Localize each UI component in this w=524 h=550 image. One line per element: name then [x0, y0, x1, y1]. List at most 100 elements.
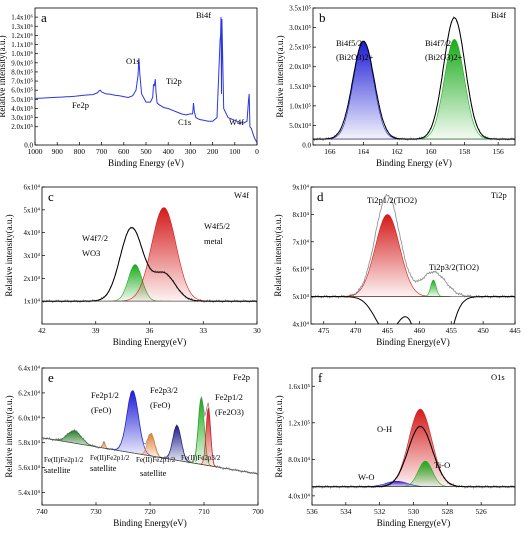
envelope-curve [312, 426, 515, 488]
x-tick-label: 1000 [28, 147, 43, 156]
y-tick-label: 5.4x10⁴ [18, 489, 40, 497]
y-tick-label: 1.0x10⁶ [11, 50, 33, 58]
y-tick-label: 8.0x10⁴ [288, 456, 310, 464]
x-tick-label: 730 [90, 507, 102, 516]
annotation: Fe(II)Fe2p1/2 [136, 456, 176, 464]
y-tick-label: 4.0x10⁴ [288, 492, 310, 500]
x-tick-label: 455 [446, 326, 458, 335]
x-tick-label: 162 [392, 147, 404, 156]
x-tick-label: 0 [255, 147, 259, 156]
panel-b: b 166 164 162 160 158 156 0.0 5.0x10⁴ 1.0x10⁵ 1.5x… [275, 5, 516, 168]
annotation: O-H [377, 424, 392, 434]
y-tick-label: 1x10⁴ [24, 298, 41, 306]
annotation: W-O [358, 472, 375, 482]
y-axis-label: Relative intensity(a.u.) [273, 214, 283, 296]
x-axis-label: Binding Energy (eV) [108, 158, 184, 168]
panel-f: f 536 534 532 530 528 526 4.0x10⁴ 8.0x10⁴ 1.2x10⁵… [274, 367, 516, 528]
panel-letter: e [48, 370, 54, 385]
annotation: Bi4f [196, 10, 211, 20]
y-tick-label: 7x10⁴ [293, 238, 310, 246]
annotation: Fe2p3/2 [150, 385, 178, 395]
y-tick-label: 6.4x10⁴ [18, 365, 40, 373]
annotation: O1s [126, 56, 140, 66]
y-tick-label: 5.0x10⁵ [11, 96, 33, 104]
x-tick-label: 740 [36, 507, 48, 516]
annotation: C1s [178, 117, 191, 127]
x-tick-label: 534 [340, 507, 352, 516]
y-tick-label: 0.0 [24, 142, 33, 150]
x-axis-label: Binding Energy(eV) [377, 518, 451, 528]
x-tick-label: 460 [414, 326, 426, 335]
annotation: W4f [229, 117, 244, 127]
x-tick-label: 166 [324, 147, 336, 156]
x-tick-label: 900 [52, 147, 64, 156]
annotation: Ti2p [166, 76, 182, 86]
x-tick-label: 528 [442, 507, 454, 516]
x-tick-label: 158 [459, 147, 471, 156]
annotation: Fe2p [72, 100, 89, 110]
annotation: Ti2p3/2(TiO2) [429, 262, 479, 272]
panel-d: d 475 470 465 460 455 450 445 4x10⁴ 5x10⁴ 6x10⁴ 7x1… [273, 184, 521, 348]
y-tick-label: 4x10⁴ [24, 229, 41, 237]
y-tick-label: 2.5x10⁵ [289, 44, 311, 52]
x-axis-label: Binding Energy(eV) [113, 518, 187, 528]
x-tick-label: 36 [146, 326, 154, 335]
x-axis-label: Binding Energy(eV) [113, 337, 187, 347]
annotation: WO3 [82, 248, 100, 258]
panel-c: c 42 39 36 33 30 1x10⁴ 2x10⁴ 3x10⁴ 4x10⁴ 5x10⁴ 6x10… [4, 184, 261, 348]
panel-letter: b [319, 10, 326, 25]
y-tick-label: 8.0x10⁵ [11, 68, 33, 76]
x-tick-label: 536 [306, 507, 318, 516]
y-axis-label: Relative intensity(a.u.) [274, 395, 284, 477]
y-tick-label: 8x10⁴ [293, 211, 310, 219]
x-tick-label: 39 [92, 326, 100, 335]
x-tick-label: 33 [200, 326, 208, 335]
panel-letter: f [318, 370, 323, 385]
panel-frame [312, 7, 516, 146]
y-tick-label: 1.5x10⁵ [289, 83, 311, 91]
annotation: (Bi2O3)2+ [425, 52, 463, 62]
x-tick-label: 450 [478, 326, 490, 335]
x-tick-label: 800 [74, 147, 86, 156]
y-axis-label: Relative intensity(a.u.) [4, 395, 14, 477]
x-tick-label: 42 [38, 326, 46, 335]
x-tick-label: 445 [509, 326, 521, 335]
baseline [42, 437, 258, 475]
x-tick-label: 400 [163, 147, 175, 156]
panel-letter: a [41, 10, 47, 25]
y-tick-label: 5x10⁴ [293, 293, 310, 301]
panel-letter: c [48, 189, 54, 204]
y-tick-label: 9.0x10⁵ [11, 59, 33, 67]
fitted-peak [419, 279, 448, 297]
annotation: metal [204, 236, 224, 246]
x-tick-label: 465 [382, 326, 394, 335]
x-tick-label: 530 [408, 507, 420, 516]
panel-letter: d [317, 189, 324, 204]
experimental-curve [311, 194, 515, 299]
y-tick-label: 2.0x10⁵ [289, 63, 311, 71]
annotation: satellite [44, 465, 71, 475]
y-tick-label: 1.6x10⁵ [288, 383, 310, 391]
panel-e: e 740 730 720 710 700 5.4x10⁴ 5.6x10⁴ 5.8x10⁴ 6.0… [4, 365, 264, 529]
x-tick-label: 160 [425, 147, 437, 156]
annotation: (FeO) [150, 400, 170, 410]
annotation: O1s [491, 372, 505, 382]
annotation: satellite [140, 468, 167, 478]
series-line [35, 17, 257, 144]
x-tick-label: 164 [358, 147, 370, 156]
y-tick-label: 1.2x10⁶ [11, 32, 33, 40]
x-tick-label: 720 [144, 507, 156, 516]
annotation: Fe(II)Fe2p1/2 [44, 456, 84, 464]
y-tick-label: 3x10⁴ [24, 252, 41, 260]
x-tick-label: 710 [198, 507, 210, 516]
annotation: (Fe2O3) [215, 407, 244, 417]
y-tick-label: 6.0x10⁵ [11, 87, 33, 95]
annotation: Fe2p1/2 [215, 392, 243, 402]
x-tick-label: 600 [118, 147, 130, 156]
annotation: Ti2p [491, 190, 507, 200]
y-tick-label: 4.0x10⁵ [11, 105, 33, 113]
x-tick-label: 100 [229, 147, 241, 156]
envelope-curve [313, 17, 515, 140]
y-tick-label: 6.2x10⁴ [18, 389, 40, 397]
y-tick-label: 2.0x10⁵ [11, 123, 33, 131]
